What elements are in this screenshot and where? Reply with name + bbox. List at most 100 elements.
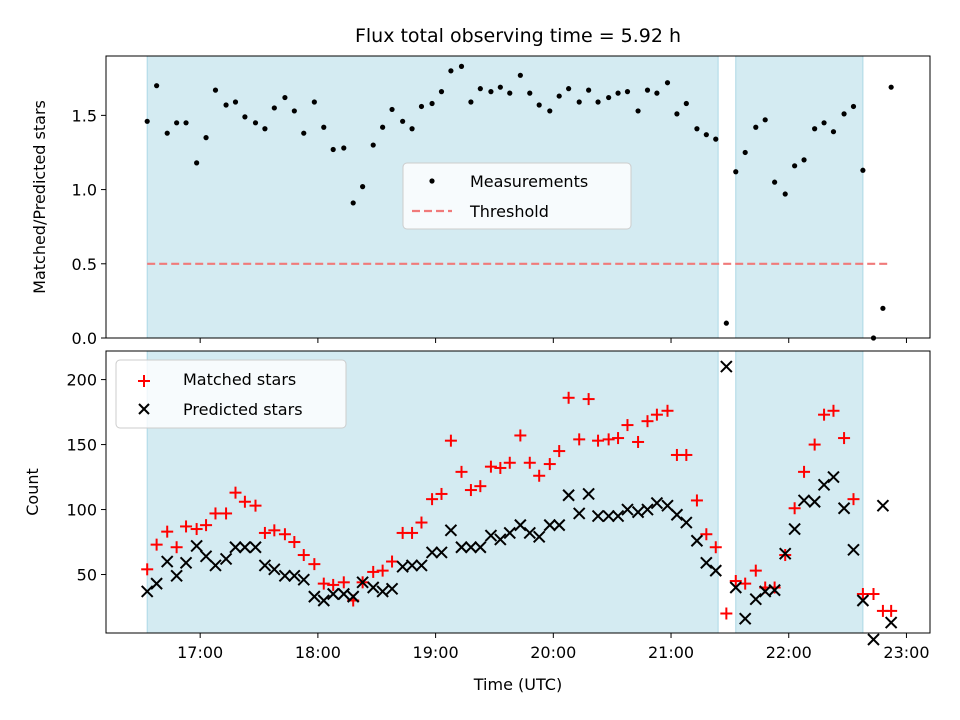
measurement-point [301, 130, 307, 136]
matched-star-marker [867, 588, 880, 601]
matched-star-marker [808, 438, 821, 451]
predicted-star-marker [709, 564, 722, 577]
measurement-point [517, 72, 523, 78]
predicted-star-marker [779, 547, 792, 560]
matched-star-marker [709, 541, 722, 554]
matched-star-marker [798, 465, 811, 478]
predicted-star-marker [415, 559, 428, 572]
measurement-point [742, 149, 748, 156]
matched-star-marker [856, 588, 869, 601]
measurement-point [830, 129, 837, 135]
measurement-point [801, 157, 807, 163]
measurement-point [223, 102, 229, 108]
measurement-point [488, 89, 494, 95]
legend-matched-label: Matched stars [183, 370, 296, 389]
measurement-point [282, 94, 288, 101]
measurement-point [262, 126, 268, 132]
measurement-point [252, 120, 259, 126]
measurement-point [880, 305, 886, 311]
predicted-star-marker [326, 587, 340, 601]
matched-star-marker [376, 564, 389, 577]
predicted-star-marker [641, 503, 654, 516]
predicted-star-marker [425, 546, 439, 559]
measurement-point [271, 105, 277, 111]
predicted-star-marker [464, 541, 478, 554]
predicted-star-marker [690, 534, 704, 547]
matched-star-marker [818, 408, 831, 421]
predicted-star-marker [700, 556, 713, 570]
predicted-star-marker [317, 594, 330, 607]
predicted-star-marker [385, 582, 399, 596]
x-tick-label: 21:00 [648, 643, 694, 662]
matched-star-marker [503, 456, 516, 469]
predicted-star-marker [591, 509, 605, 523]
matched-star-marker [415, 516, 428, 529]
matched-star-marker [650, 408, 663, 421]
measurement-point [389, 106, 395, 113]
measurement-point [350, 200, 356, 206]
predicted-star-marker [229, 541, 242, 554]
predicted-star-marker [856, 594, 870, 607]
x-tick-label: 23:00 [883, 643, 929, 662]
matched-star-marker [885, 604, 898, 617]
measurement-point [703, 132, 709, 138]
predicted-star-marker [494, 533, 507, 546]
matched-star-marker [161, 525, 174, 538]
y-tick-label: 1.5 [72, 106, 97, 125]
top-title: Flux total observing time = 5.92 h [355, 25, 681, 47]
matched-star-marker [170, 541, 183, 554]
matched-star-marker [229, 486, 242, 499]
top-legend: Measurements Threshold [402, 162, 632, 230]
measurement-point [547, 108, 553, 114]
predicted-star-marker [808, 495, 821, 508]
predicted-star-marker [797, 494, 811, 507]
ratio-panel: 0.0 0.5 1.0 1.5 Flux total observing time =… [30, 25, 931, 348]
predicted-star-marker [867, 633, 880, 646]
predicted-star-marker [729, 581, 742, 594]
top-y-ticks: 0.0 0.5 1.0 1.5 [72, 106, 106, 348]
top-x-ticks [199, 338, 907, 343]
measurement-point [203, 135, 209, 141]
matched-star-marker [562, 391, 575, 404]
y-tick-label: 100 [66, 501, 97, 520]
predicted-star-marker [661, 499, 674, 512]
matched-star-marker [258, 526, 271, 539]
y-tick-label: 1.0 [72, 181, 97, 200]
matched-star-marker [268, 524, 281, 537]
legend-predicted-label: Predicted stars [183, 400, 303, 419]
matched-star-marker [494, 461, 507, 474]
matched-star-marker [700, 528, 713, 541]
measurement-point [888, 84, 894, 90]
measurement-point [212, 87, 219, 93]
top-y-label: Matched/Predicted stars [30, 100, 49, 294]
predicted-star-marker [582, 487, 595, 501]
measurement-point [576, 99, 582, 105]
predicted-star-marker [884, 616, 898, 629]
predicted-star-marker [268, 563, 281, 576]
measurement-point [812, 126, 818, 132]
predicted-star-marker [827, 470, 840, 484]
matched-star-marker [249, 499, 262, 512]
matched-star-marker [288, 536, 301, 549]
predicted-star-marker [837, 502, 851, 515]
predicted-star-marker [680, 516, 693, 529]
predicted-star-marker [170, 569, 183, 583]
bottom-x-ticks: 17:00 18:00 19:00 20:00 21:00 22:00 23:00 [177, 633, 930, 662]
predicted-star-marker [337, 587, 350, 601]
predicted-star-marker [140, 585, 154, 598]
matched-star-marker [582, 393, 595, 406]
predicted-star-marker [238, 541, 252, 554]
matched-star-marker [464, 484, 477, 497]
matched-star-marker [190, 523, 203, 536]
predicted-star-marker [308, 590, 321, 603]
matched-star-marker [474, 480, 487, 493]
predicted-star-marker [817, 478, 831, 492]
matched-star-marker [514, 429, 527, 442]
matched-star-marker [612, 432, 625, 445]
matched-star-marker [238, 495, 251, 508]
measurement-point [635, 108, 641, 114]
y-tick-label: 150 [66, 436, 97, 455]
matched-star-marker [592, 434, 605, 447]
predicted-star-marker [219, 552, 233, 566]
